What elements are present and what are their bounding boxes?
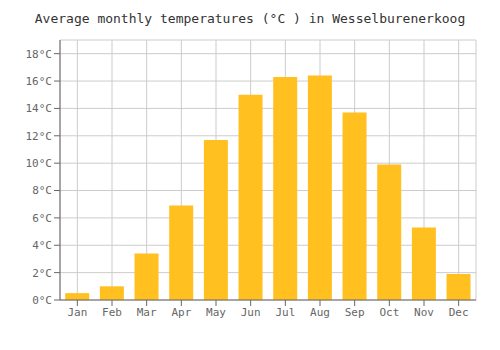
svg-text:14°C: 14°C	[26, 102, 53, 115]
svg-text:May: May	[206, 306, 226, 319]
svg-text:8°C: 8°C	[32, 184, 52, 197]
svg-text:Nov: Nov	[414, 306, 434, 319]
svg-text:16°C: 16°C	[26, 75, 53, 88]
svg-text:0°C: 0°C	[32, 294, 52, 307]
svg-text:Dec: Dec	[449, 306, 469, 319]
svg-text:Apr: Apr	[171, 306, 191, 319]
html-text:Average monthly temperatures (: Average monthly temperatures (°C ) in We…	[34, 11, 466, 26]
svg-text:Aug: Aug	[310, 306, 330, 319]
svg-text:6°C: 6°C	[32, 212, 52, 225]
svg-text:4°C: 4°C	[32, 239, 52, 252]
svg-text:Jan: Jan	[67, 306, 87, 319]
svg-text:Jun: Jun	[241, 306, 261, 319]
svg-text:2°C: 2°C	[32, 267, 52, 280]
svg-text:Jul: Jul	[275, 306, 295, 319]
svg-text:Sep: Sep	[345, 306, 365, 319]
svg-text:10°C: 10°C	[26, 157, 53, 170]
svg-text:18°C: 18°C	[26, 48, 53, 61]
svg-text:Oct: Oct	[379, 306, 399, 319]
svg-text:Feb: Feb	[102, 306, 122, 319]
svg-text:Mar: Mar	[137, 306, 157, 319]
svg-text:12°C: 12°C	[26, 130, 53, 143]
